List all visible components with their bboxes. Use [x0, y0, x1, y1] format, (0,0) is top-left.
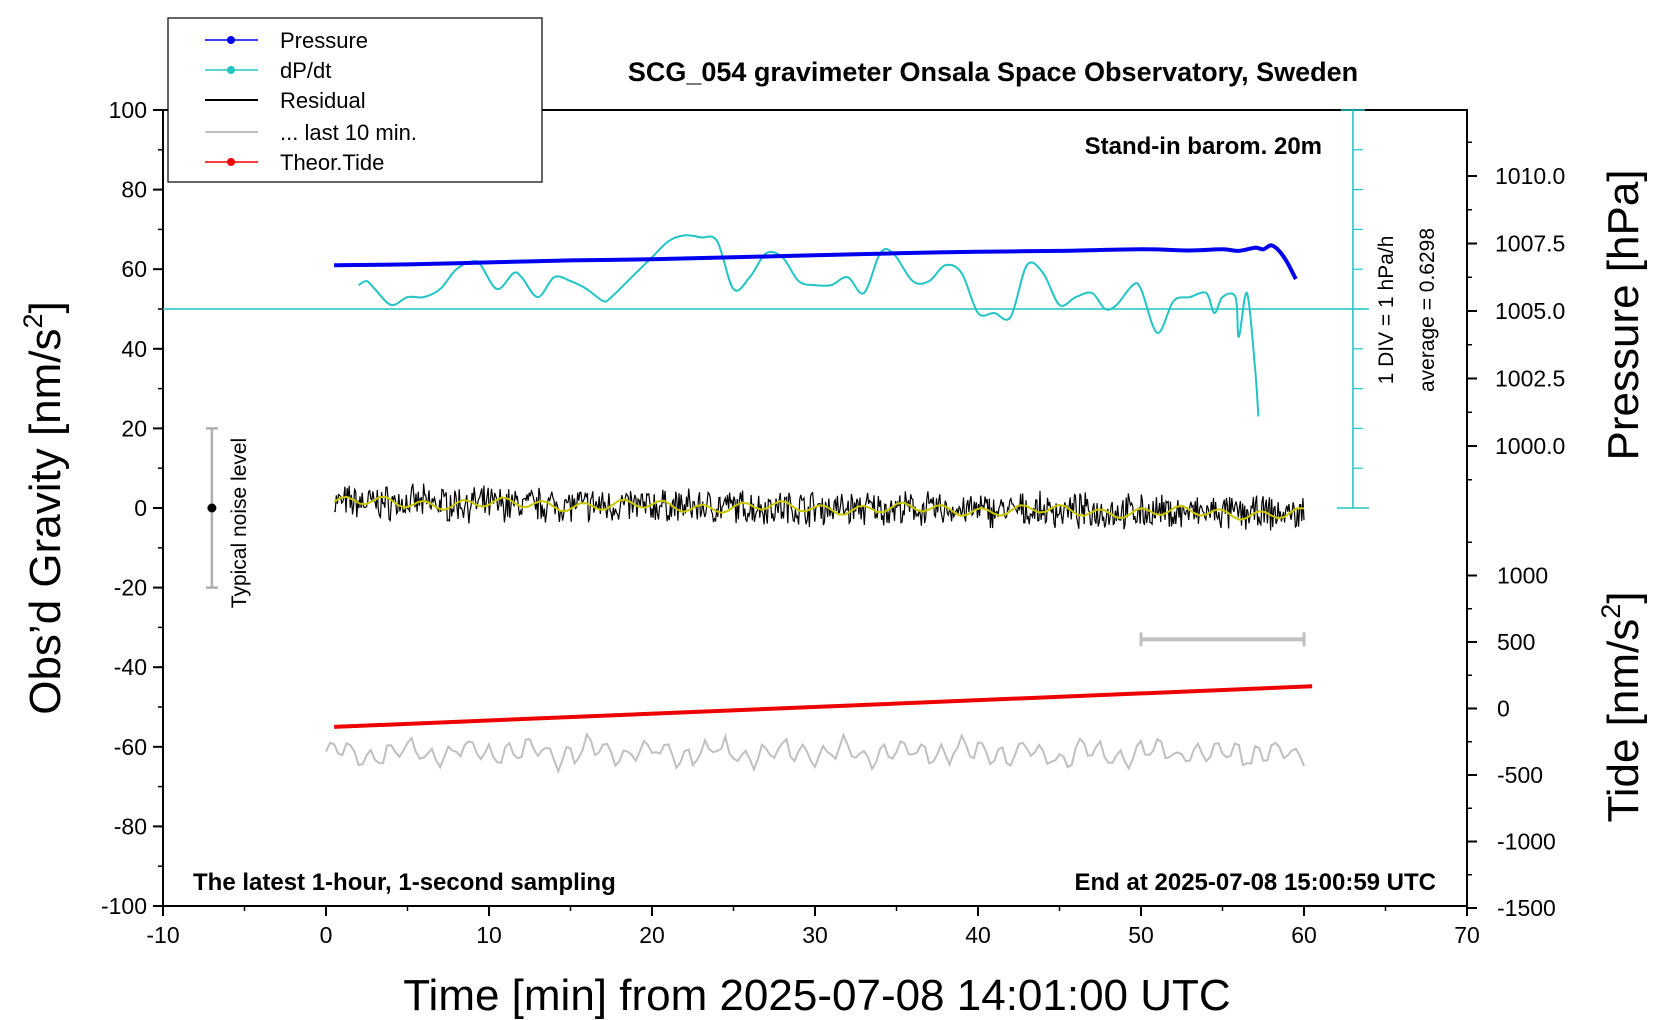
x-tick-label: -10: [146, 922, 179, 948]
pressure-tick-label: 1010.0: [1495, 163, 1565, 189]
average-note: average = 0.6298: [1416, 228, 1439, 392]
legend-last10-label: ... last 10 min.: [280, 120, 417, 145]
noise-bar-center: [207, 503, 217, 513]
bottom-left-note: The latest 1-hour, 1-second sampling: [193, 869, 616, 896]
bottom-right-note: End at 2025-07-08 15:00:59 UTC: [1075, 869, 1437, 896]
tide-tick-label: -1500: [1497, 895, 1556, 921]
tide-line: [334, 684, 1313, 729]
y-left-tick-label: -20: [114, 575, 147, 601]
y-left-tick-label: 60: [121, 256, 147, 282]
y-left-tick-label: 20: [121, 415, 147, 441]
marks-layer: [205, 427, 1306, 647]
y-left-tick-label: -60: [114, 734, 147, 760]
dpdt-line: [358, 234, 1260, 417]
y-left-tick-label: -80: [114, 813, 147, 839]
tide-tick-label: 0: [1497, 696, 1510, 722]
x-tick-label: 10: [476, 922, 502, 948]
residual-line: [333, 483, 1305, 531]
legend-tide-marker: [227, 158, 235, 166]
x-tick-label: 30: [802, 922, 828, 948]
bottom-axis: -10 0 10 20 30 40 50 60 70: [146, 906, 1480, 948]
legend: Pressure dP/dt Residual ... last 10 min.…: [167, 17, 543, 183]
legend-dpdt-marker: [227, 66, 235, 74]
div-note: 1 DIV = 1 hPa/h: [1375, 236, 1398, 385]
pressure-line: [334, 243, 1298, 281]
pressure-tick-label: 1000.0: [1495, 433, 1565, 459]
legend-dpdt-label: dP/dt: [280, 58, 331, 83]
y-left-tick-label: 100: [109, 97, 147, 123]
noise-label: Typical noise level: [228, 438, 251, 608]
tide-tick-label: 500: [1497, 629, 1535, 655]
tide-axis: 1000 500 0 -500 -1000 -1500: [1467, 541, 1556, 921]
pressure-axis: 1010.0 1007.5 1005.0 1002.5 1000.0: [1467, 141, 1565, 481]
left-axis: 100 80 60 40 20 0 -20 -40 -60 -80 -100: [101, 97, 163, 919]
residual-smooth-line: [333, 495, 1305, 521]
y-left-tick-label: 40: [121, 336, 147, 362]
series-layer: [163, 234, 1369, 775]
y-left-tick-label: -40: [114, 654, 147, 680]
tide-tick-label: -500: [1497, 762, 1543, 788]
y-left-tick-label: -100: [101, 893, 147, 919]
last10-line: [325, 732, 1305, 775]
x-tick-label: 60: [1291, 922, 1317, 948]
y-axis-tide-title: Tide [nm/s2]: [1596, 591, 1648, 822]
pressure-tick-label: 1005.0: [1495, 298, 1565, 324]
chart-title: SCG_054 gravimeter Onsala Space Observat…: [628, 57, 1358, 87]
legend-pressure-label: Pressure: [280, 28, 368, 53]
legend-tide-label: Theor.Tide: [280, 150, 384, 175]
x-tick-label: 0: [320, 922, 333, 948]
y-left-tick-label: 80: [121, 177, 147, 203]
legend-residual-label: Residual: [280, 88, 366, 113]
tide-tick-label: -1000: [1497, 829, 1556, 855]
legend-pressure-marker: [227, 36, 235, 44]
pressure-tick-label: 1002.5: [1495, 366, 1565, 392]
y-left-tick-label: 0: [134, 495, 147, 521]
x-tick-label: 70: [1454, 922, 1480, 948]
y-axis-left-title: Obs’d Gravity [nm/s2]: [18, 301, 70, 715]
tide-tick-label: 1000: [1497, 563, 1548, 589]
x-tick-label: 40: [965, 922, 991, 948]
x-tick-label: 20: [639, 922, 665, 948]
pressure-tick-label: 1007.5: [1495, 231, 1565, 257]
barometer-note: Stand-in barom. 20m: [1085, 133, 1322, 160]
y-axis-pressure-title: Pressure [hPa]: [1599, 169, 1648, 460]
x-axis-title: Time [min] from 2025-07-08 14:01:00 UTC: [403, 971, 1230, 1020]
x-tick-label: 50: [1128, 922, 1154, 948]
